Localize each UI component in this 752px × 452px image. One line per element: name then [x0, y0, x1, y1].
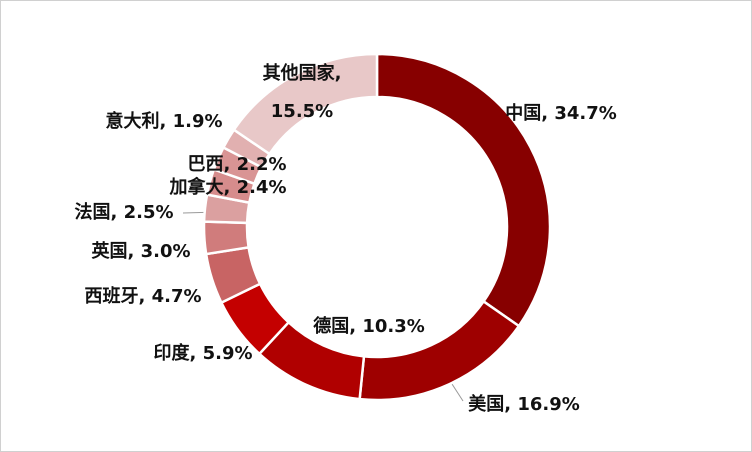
data-label: 意大利, 1.9% [105, 111, 223, 132]
donut-slice [232, 52, 379, 156]
donut-slice [202, 220, 251, 256]
data-label: 印度, 5.9% [153, 343, 253, 364]
data-label: 加拿大, 2.4% [169, 177, 287, 198]
donut-slice [375, 52, 552, 328]
data-label: 其他国家, 15.5% [262, 63, 342, 122]
data-label: 英国, 3.0% [91, 241, 191, 262]
data-label: 美国, 16.9% [468, 394, 580, 415]
data-label: 西班牙, 4.7% [84, 286, 202, 307]
data-label: 巴西, 2.2% [187, 154, 287, 175]
data-label: 中国, 34.7% [505, 103, 617, 124]
data-label: 法国, 2.5% [74, 202, 174, 223]
data-label: 德国, 10.3% [313, 316, 425, 337]
